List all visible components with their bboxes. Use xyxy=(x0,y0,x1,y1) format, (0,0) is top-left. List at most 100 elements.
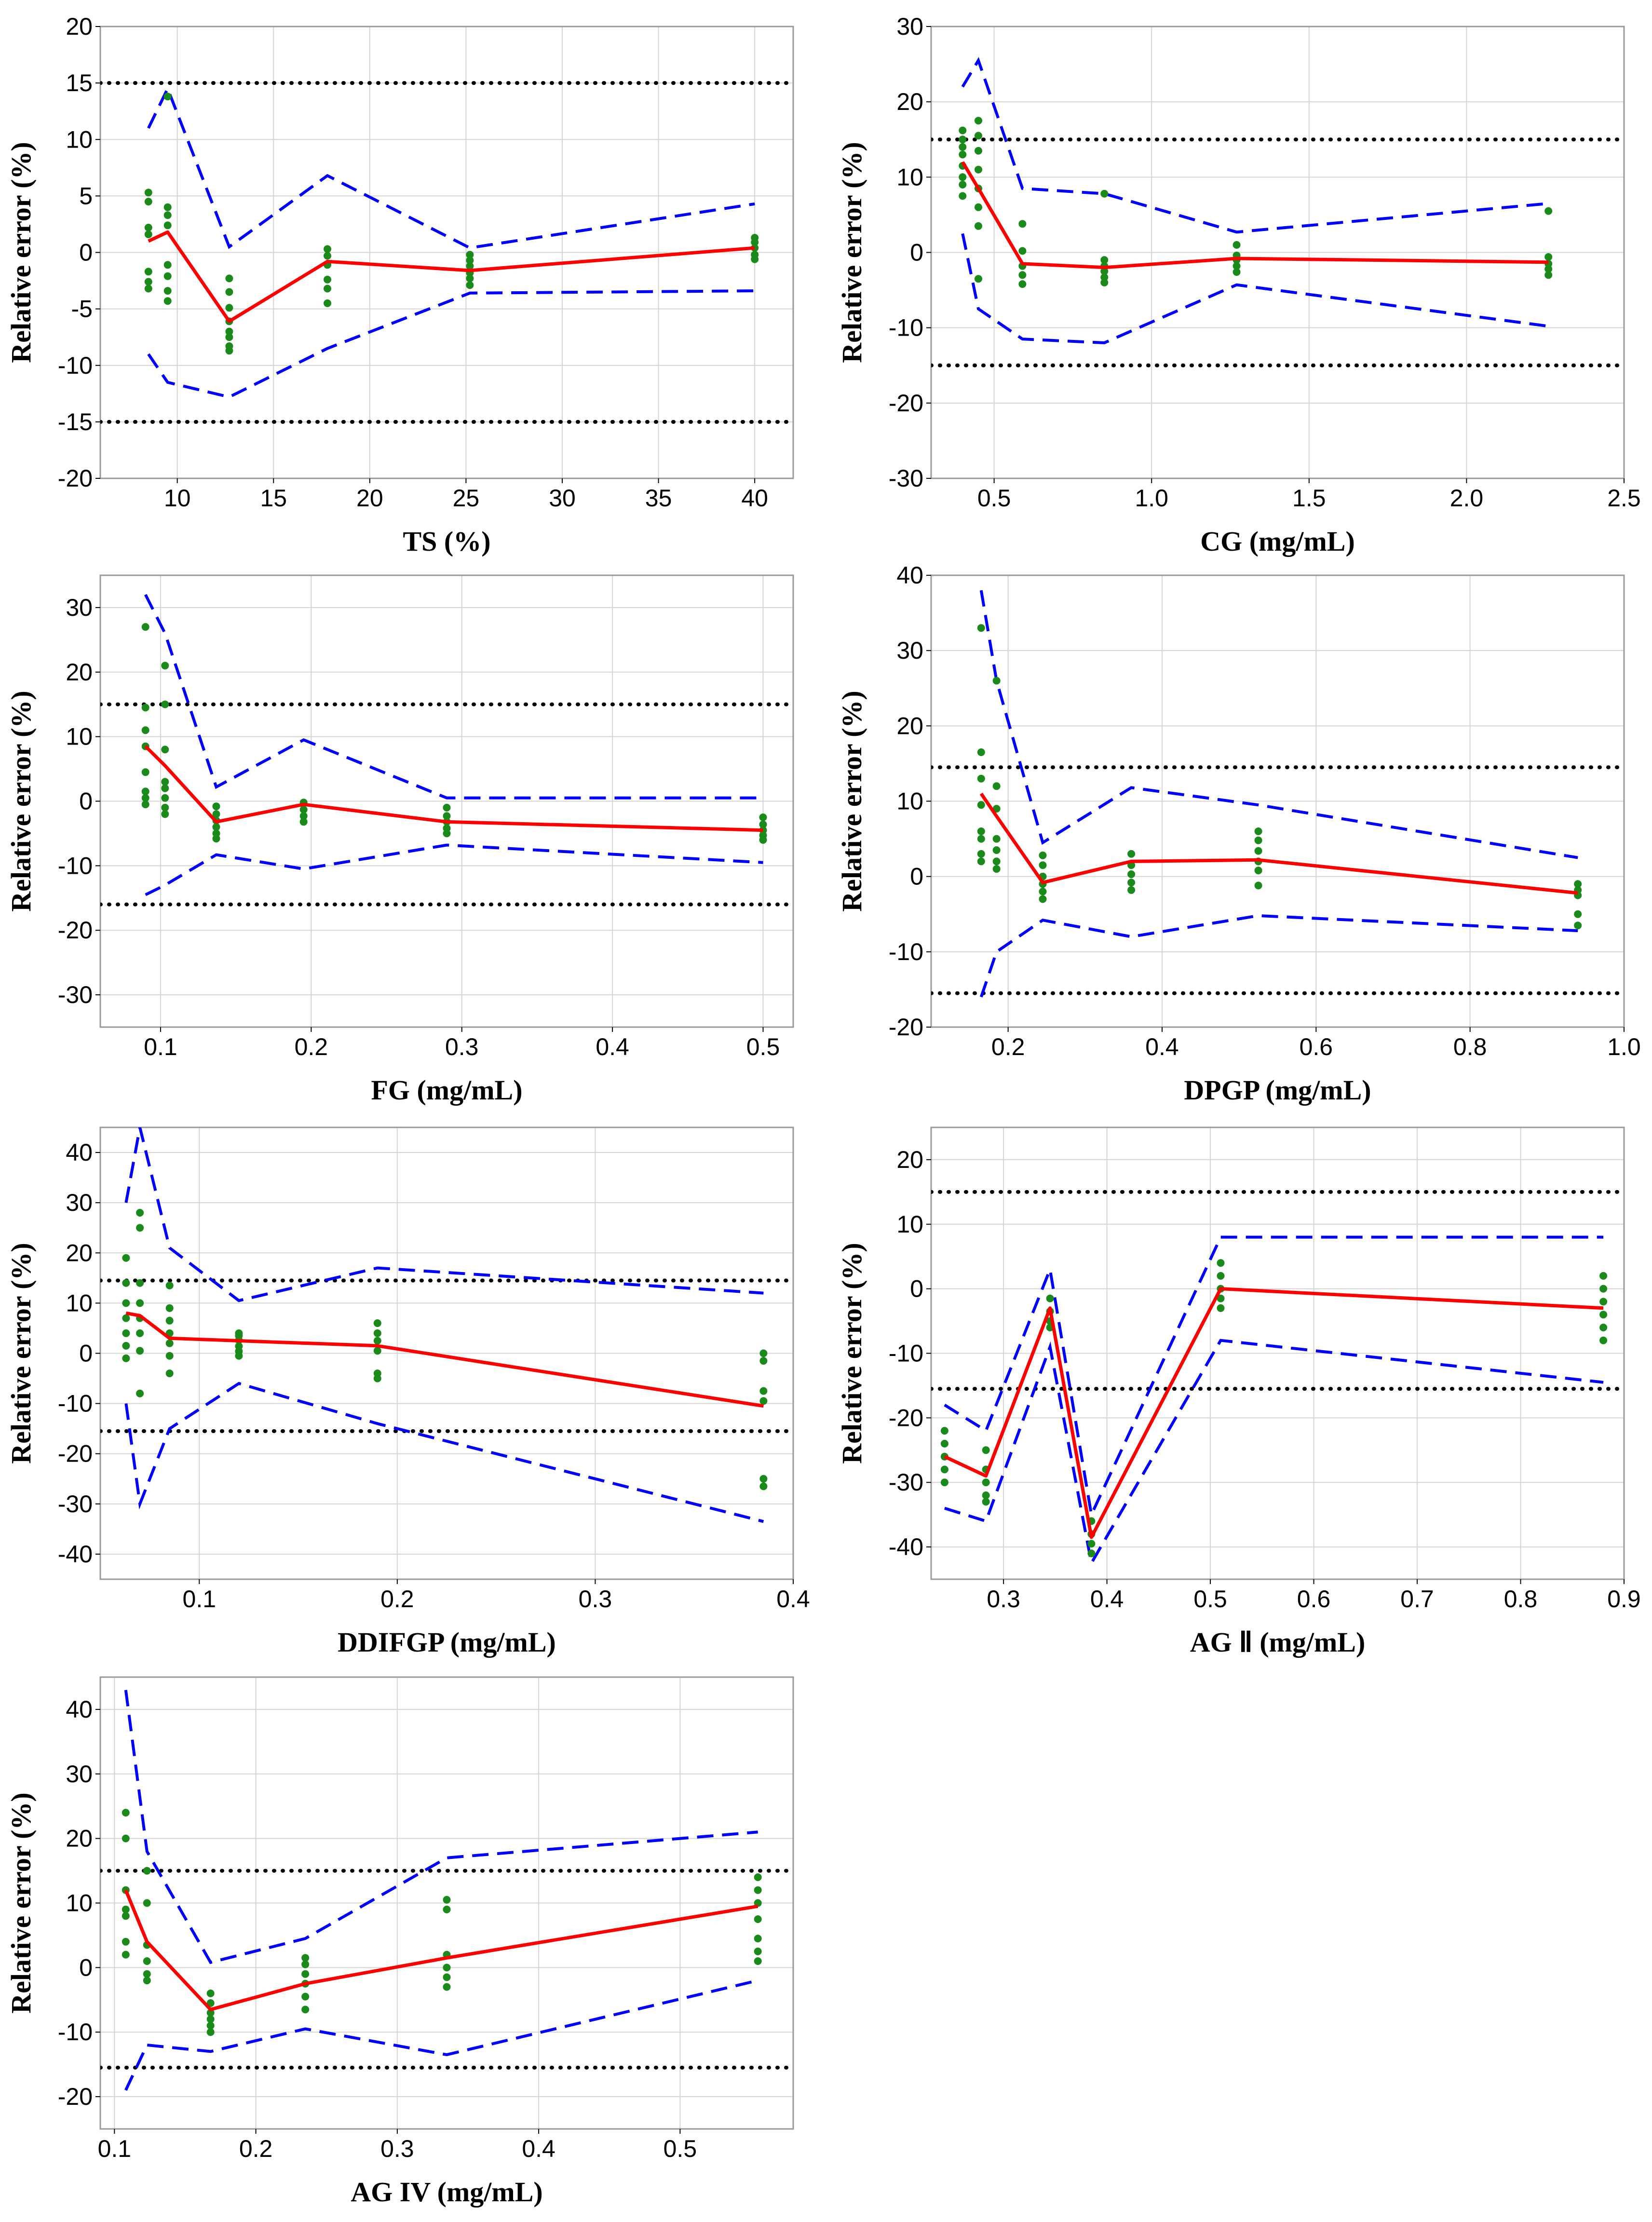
y-tick-label: -40 xyxy=(58,1541,93,1568)
data-point xyxy=(759,820,767,828)
data-point xyxy=(163,93,172,101)
data-point xyxy=(144,224,152,231)
data-point xyxy=(1574,921,1582,930)
chart-panel-2: 0.5 1.0 1.5 2.0 2.5 -30 -20 -10 0 10 20 30 CG (mg/mL… xyxy=(836,13,1641,557)
chart-panel-7: 0.1 0.2 0.3 0.4 0.5 -20 -10 0 10 20 30 40 AG IV (mg/… xyxy=(5,1676,794,2208)
data-point xyxy=(975,132,982,140)
data-point xyxy=(122,1834,130,1843)
data-point xyxy=(1544,271,1553,279)
data-point xyxy=(165,1339,174,1347)
data-layer xyxy=(931,590,1624,998)
data-point xyxy=(992,846,1001,854)
data-point xyxy=(136,1209,144,1217)
data-point xyxy=(759,1475,768,1483)
lower-tolerance-line xyxy=(944,1339,1604,1567)
data-point xyxy=(163,261,172,269)
data-point xyxy=(324,252,331,260)
y-tick-label: -10 xyxy=(889,314,923,341)
data-point xyxy=(144,198,152,206)
x-tick-label: 0.8 xyxy=(1453,1033,1487,1060)
data-point xyxy=(959,173,967,181)
data-point xyxy=(225,347,233,355)
data-point xyxy=(1100,190,1109,198)
data-point xyxy=(1100,273,1109,281)
data-point xyxy=(1599,1272,1608,1280)
data-point xyxy=(301,1970,310,1978)
data-point xyxy=(1087,1549,1096,1558)
data-point xyxy=(1254,881,1262,890)
data-point xyxy=(324,299,331,307)
data-point xyxy=(466,256,474,264)
x-tick-label: 0.5 xyxy=(746,1033,780,1060)
x-tick-label: 0.8 xyxy=(1504,1585,1538,1612)
x-axis-label: DPGP (mg/mL) xyxy=(1184,1074,1371,1106)
data-point xyxy=(161,700,169,708)
data-point xyxy=(122,1314,130,1322)
data-point xyxy=(373,1347,381,1355)
x-tick-label: 0.2 xyxy=(295,1033,328,1060)
y-tick-label: 40 xyxy=(66,1139,93,1166)
chart-panel-1: 10 15 20 25 30 35 40 -20 -15 -10 -5 0 5 10 15 20 TS (%) R… xyxy=(5,13,794,557)
data-point xyxy=(122,1905,130,1913)
lower-tolerance-line xyxy=(124,1382,764,1523)
data-point xyxy=(443,1983,451,1991)
data-point xyxy=(165,1369,174,1378)
mean-error-line xyxy=(124,1889,758,2011)
data-point xyxy=(212,802,220,811)
data-point xyxy=(754,1935,762,1943)
data-point xyxy=(206,2028,215,2036)
data-point xyxy=(122,1937,130,1946)
y-tick-label: -30 xyxy=(58,981,93,1008)
data-point xyxy=(122,1341,130,1350)
x-axis-label: CG (mg/mL) xyxy=(1200,526,1355,557)
data-point xyxy=(977,774,985,783)
y-axis-label: Relative error (%) xyxy=(836,691,867,911)
y-tick-label: -10 xyxy=(58,352,93,379)
data-point xyxy=(977,827,985,835)
y-tick-label: 0 xyxy=(910,1275,923,1302)
data-point xyxy=(163,272,172,280)
chart-panel-3: 0.1 0.2 0.3 0.4 0.5 -30 -20 -10 0 10 20 30 FG (mg/mL… xyxy=(5,574,794,1106)
x-tick-label: 0.4 xyxy=(776,1585,810,1612)
data-point xyxy=(122,1279,130,1287)
data-point xyxy=(1599,1311,1608,1319)
y-tick-label: 30 xyxy=(66,594,93,621)
x-tick-label: 0.1 xyxy=(144,1033,177,1060)
data-point xyxy=(1039,895,1047,903)
data-point xyxy=(977,801,985,809)
data-point xyxy=(1232,262,1241,270)
data-point xyxy=(143,1867,151,1875)
data-point xyxy=(1127,870,1136,878)
y-axis-label: Relative error (%) xyxy=(5,142,37,363)
x-tick-label: 30 xyxy=(549,485,576,512)
data-point xyxy=(212,835,220,843)
lower-tolerance-line xyxy=(147,289,755,399)
x-axis-label: TS (%) xyxy=(403,526,490,557)
x-tick-label: 40 xyxy=(741,485,768,512)
data-layer xyxy=(931,1190,1624,1567)
data-point xyxy=(751,238,759,246)
data-point xyxy=(940,1478,948,1487)
data-point xyxy=(324,275,331,284)
data-point xyxy=(959,180,967,189)
data-point xyxy=(299,805,308,813)
y-tick-label: 0 xyxy=(910,239,923,266)
data-point xyxy=(136,1347,144,1355)
x-tick-label: 1.0 xyxy=(1607,1033,1641,1060)
y-tick-label: 10 xyxy=(896,788,923,815)
x-tick-label: 10 xyxy=(164,485,191,512)
data-point xyxy=(975,203,982,211)
data-point xyxy=(759,1349,768,1357)
mean-error-line xyxy=(125,1311,764,1408)
data-point xyxy=(977,850,985,858)
data-point xyxy=(143,1970,151,1978)
data-point xyxy=(940,1439,948,1448)
x-tick-label: 20 xyxy=(356,485,383,512)
data-point xyxy=(163,203,172,211)
data-point xyxy=(301,1992,310,2001)
data-point xyxy=(161,794,169,802)
y-tick-label: 10 xyxy=(66,723,93,750)
data-point xyxy=(225,327,233,336)
data-point xyxy=(466,251,474,259)
data-point xyxy=(975,222,982,230)
